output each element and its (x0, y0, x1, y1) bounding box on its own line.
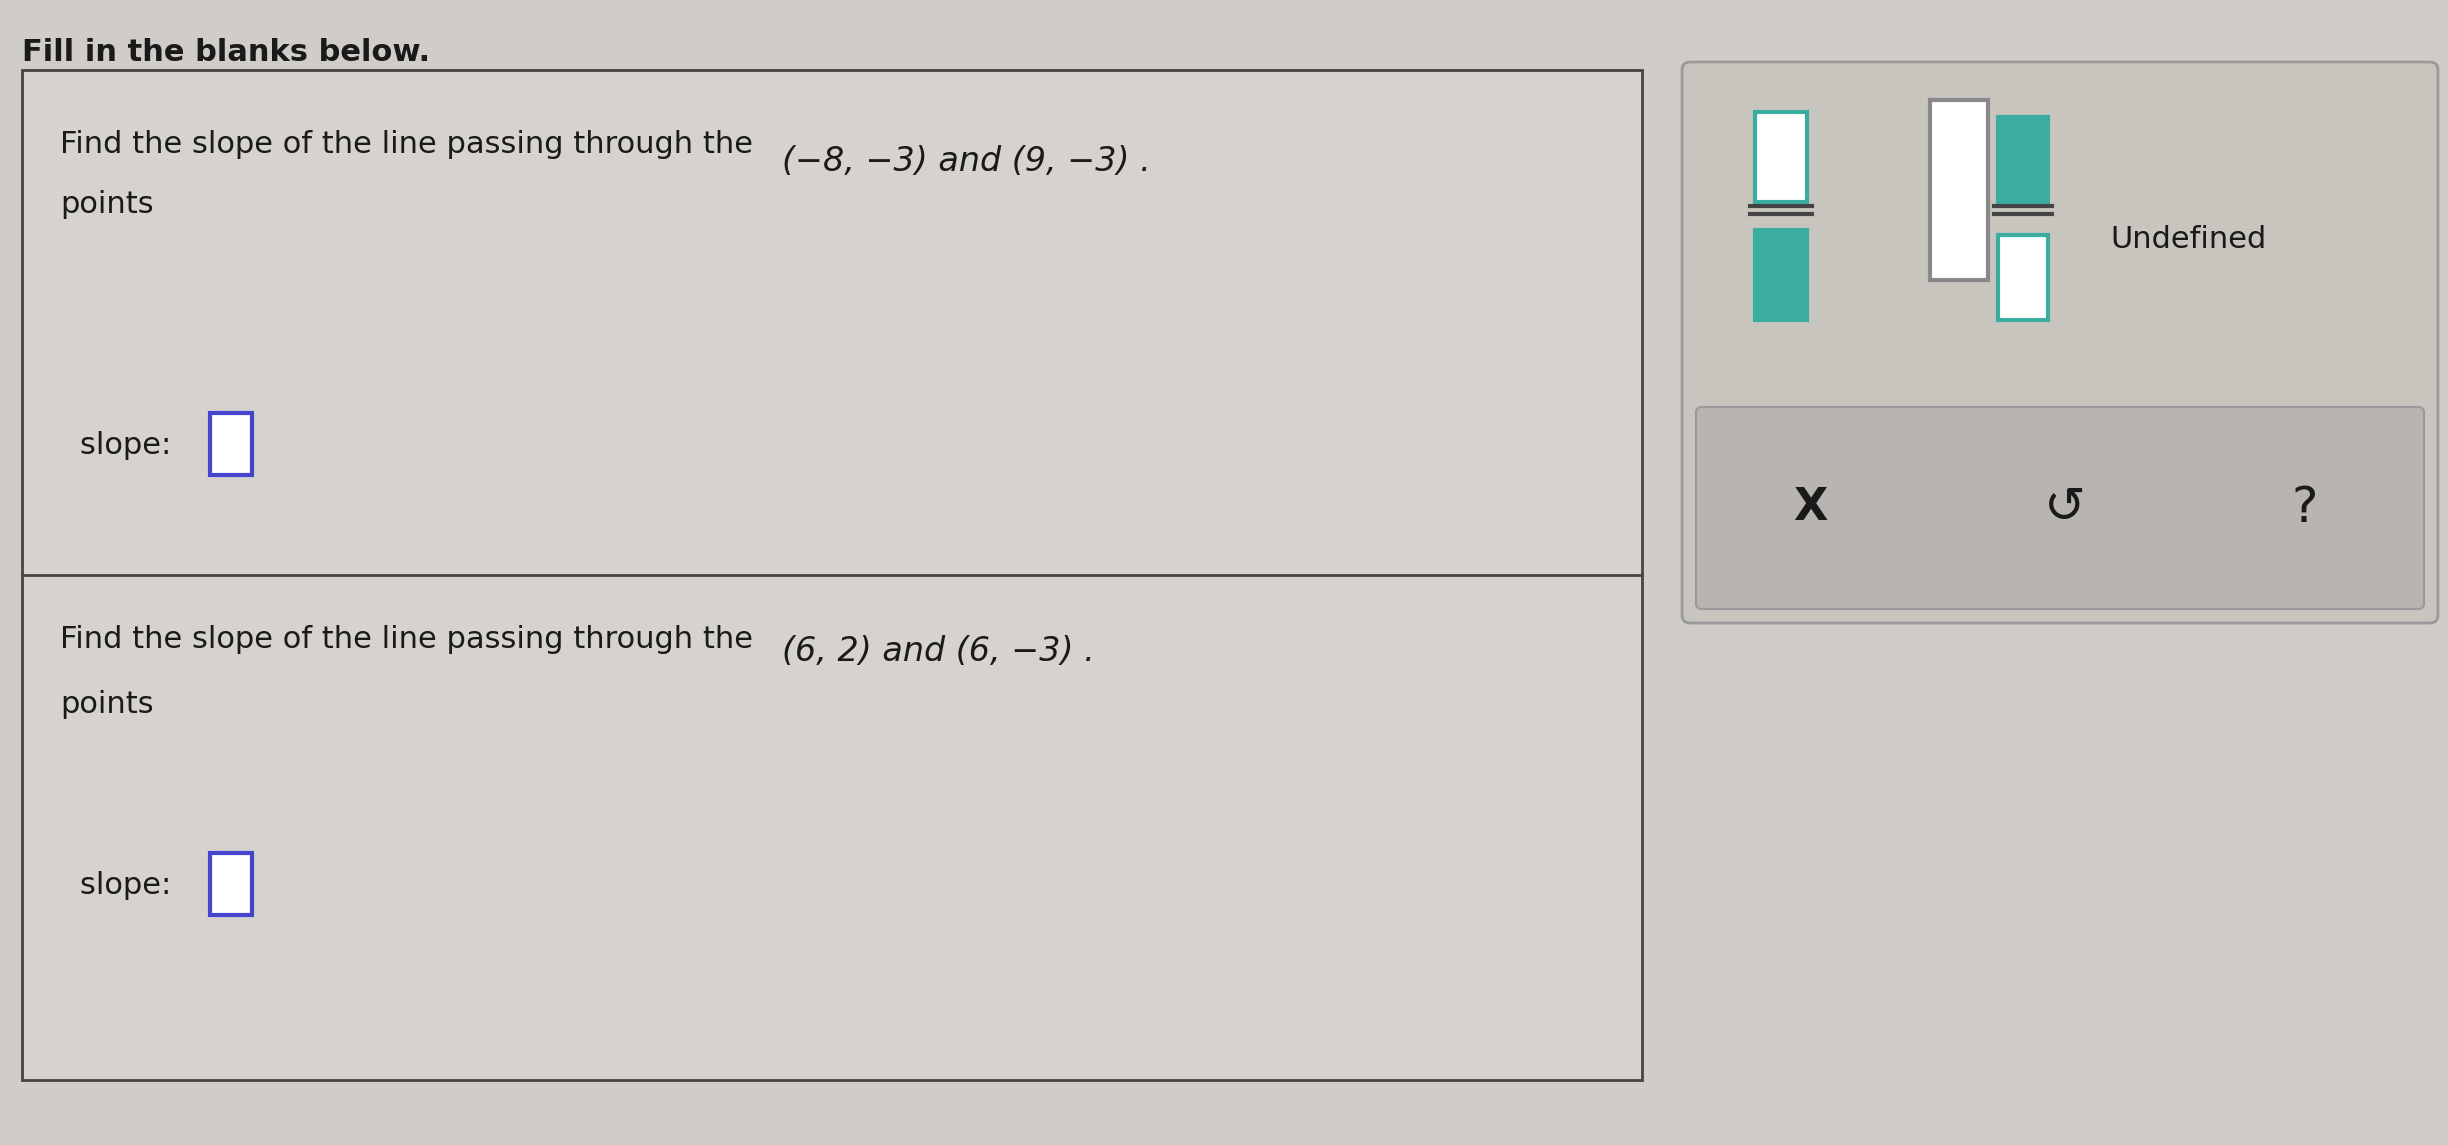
Text: Undefined: Undefined (2110, 226, 2267, 254)
Text: slope:: slope: (81, 870, 181, 900)
Bar (211, 853, 252, 915)
Text: X: X (1792, 487, 1826, 529)
Text: ?: ? (2291, 484, 2318, 532)
Text: points: points (61, 690, 154, 719)
Text: slope:: slope: (81, 431, 181, 459)
Bar (1929, 100, 1988, 281)
Bar (22, 70, 1643, 1080)
Text: Fill in the blanks below.: Fill in the blanks below. (22, 38, 431, 68)
Text: Find the slope of the line passing through the: Find the slope of the line passing throu… (61, 131, 754, 159)
Bar (1998, 117, 2049, 202)
Text: (−8, −3) and (9, −3) .: (−8, −3) and (9, −3) . (781, 145, 1151, 177)
Text: ↺: ↺ (2044, 484, 2086, 532)
Text: points: points (61, 190, 154, 219)
Bar (1755, 112, 1807, 202)
Bar (1755, 230, 1807, 319)
FancyBboxPatch shape (1696, 406, 2424, 609)
Bar (1998, 235, 2049, 319)
Text: Find the slope of the line passing through the: Find the slope of the line passing throu… (61, 625, 754, 654)
FancyBboxPatch shape (1682, 62, 2438, 623)
Text: (6, 2) and (6, −3) .: (6, 2) and (6, −3) . (781, 635, 1094, 668)
Bar (211, 413, 252, 475)
